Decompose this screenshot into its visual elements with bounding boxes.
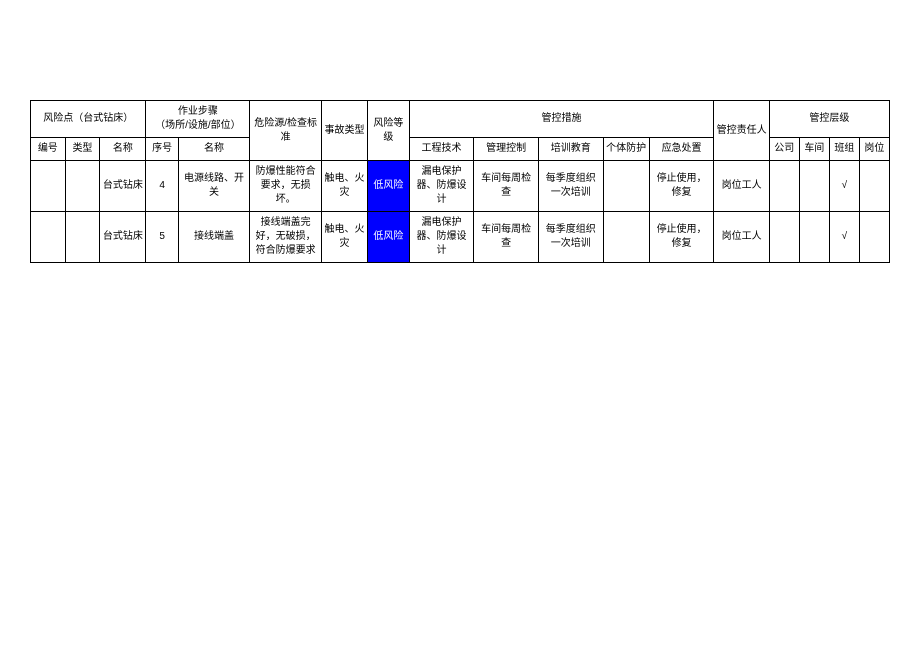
- col-control-measures: 管控措施: [409, 101, 714, 138]
- cell-type: [65, 212, 100, 263]
- col-seq: 序号: [146, 138, 178, 161]
- table-body: 台式钻床 4 电源线路、开关 防爆性能符合要求，无损坏。 触电、火灾 低风险 漏…: [31, 161, 890, 263]
- cell-post: [859, 212, 889, 263]
- header-row-1: 风险点（台式钻床） 作业步骤 （场所/设施/部位） 危险源/检查标准 事故类型 …: [31, 101, 890, 138]
- cell-emergency: 停止使用，修复: [649, 161, 714, 212]
- col-responsible: 管控责任人: [714, 101, 769, 161]
- col-mgmt-ctrl: 管理控制: [474, 138, 539, 161]
- cell-name: 台式钻床: [100, 161, 146, 212]
- cell-post: [859, 161, 889, 212]
- cell-risk-level: 低风险: [368, 161, 410, 212]
- col-no: 编号: [31, 138, 66, 161]
- cell-seq: 4: [146, 161, 178, 212]
- cell-accident: 触电、火灾: [321, 212, 367, 263]
- col-company: 公司: [769, 138, 799, 161]
- cell-step-name: 电源线路、开关: [178, 161, 250, 212]
- cell-ppe: [603, 161, 649, 212]
- cell-seq: 5: [146, 212, 178, 263]
- cell-accident: 触电、火灾: [321, 161, 367, 212]
- cell-company: [769, 161, 799, 212]
- col-risk-point: 风险点（台式钻床）: [31, 101, 146, 138]
- cell-eng-tech: 漏电保护器、防爆设计: [409, 161, 474, 212]
- col-emergency: 应急处置: [649, 138, 714, 161]
- col-control-level: 管控层级: [769, 101, 889, 138]
- cell-training: 每季度组织一次培训: [538, 212, 603, 263]
- col-workshop: 车间: [799, 138, 829, 161]
- col-work-steps: 作业步骤 （场所/设施/部位）: [146, 101, 250, 138]
- risk-table: 风险点（台式钻床） 作业步骤 （场所/设施/部位） 危险源/检查标准 事故类型 …: [30, 100, 890, 263]
- cell-name: 台式钻床: [100, 212, 146, 263]
- cell-hazard: 接线端盖完好，无破损，符合防爆要求: [250, 212, 322, 263]
- cell-hazard: 防爆性能符合要求，无损坏。: [250, 161, 322, 212]
- col-hazard-standard: 危险源/检查标准: [250, 101, 322, 161]
- cell-workshop: [799, 161, 829, 212]
- cell-team: √: [829, 212, 859, 263]
- cell-no: [31, 212, 66, 263]
- cell-mgmt-ctrl: 车间每周检查: [474, 212, 539, 263]
- col-training: 培训教育: [538, 138, 603, 161]
- col-name: 名称: [100, 138, 146, 161]
- col-team: 班组: [829, 138, 859, 161]
- cell-type: [65, 161, 100, 212]
- col-accident-type: 事故类型: [321, 101, 367, 161]
- col-type: 类型: [65, 138, 100, 161]
- col-eng-tech: 工程技术: [409, 138, 474, 161]
- cell-training: 每季度组织一次培训: [538, 161, 603, 212]
- cell-step-name: 接线端盖: [178, 212, 250, 263]
- cell-emergency: 停止使用，修复: [649, 212, 714, 263]
- cell-team: √: [829, 161, 859, 212]
- cell-risk-level: 低风险: [368, 212, 410, 263]
- cell-mgmt-ctrl: 车间每周检查: [474, 161, 539, 212]
- col-post: 岗位: [859, 138, 889, 161]
- cell-workshop: [799, 212, 829, 263]
- table-container: 风险点（台式钻床） 作业步骤 （场所/设施/部位） 危险源/检查标准 事故类型 …: [0, 0, 920, 263]
- col-step-name: 名称: [178, 138, 250, 161]
- col-risk-level: 风险等级: [368, 101, 410, 161]
- cell-responsible: 岗位工人: [714, 161, 769, 212]
- table-row: 台式钻床 5 接线端盖 接线端盖完好，无破损，符合防爆要求 触电、火灾 低风险 …: [31, 212, 890, 263]
- cell-eng-tech: 漏电保护器、防爆设计: [409, 212, 474, 263]
- col-ppe: 个体防护: [603, 138, 649, 161]
- cell-ppe: [603, 212, 649, 263]
- cell-responsible: 岗位工人: [714, 212, 769, 263]
- cell-company: [769, 212, 799, 263]
- cell-no: [31, 161, 66, 212]
- table-row: 台式钻床 4 电源线路、开关 防爆性能符合要求，无损坏。 触电、火灾 低风险 漏…: [31, 161, 890, 212]
